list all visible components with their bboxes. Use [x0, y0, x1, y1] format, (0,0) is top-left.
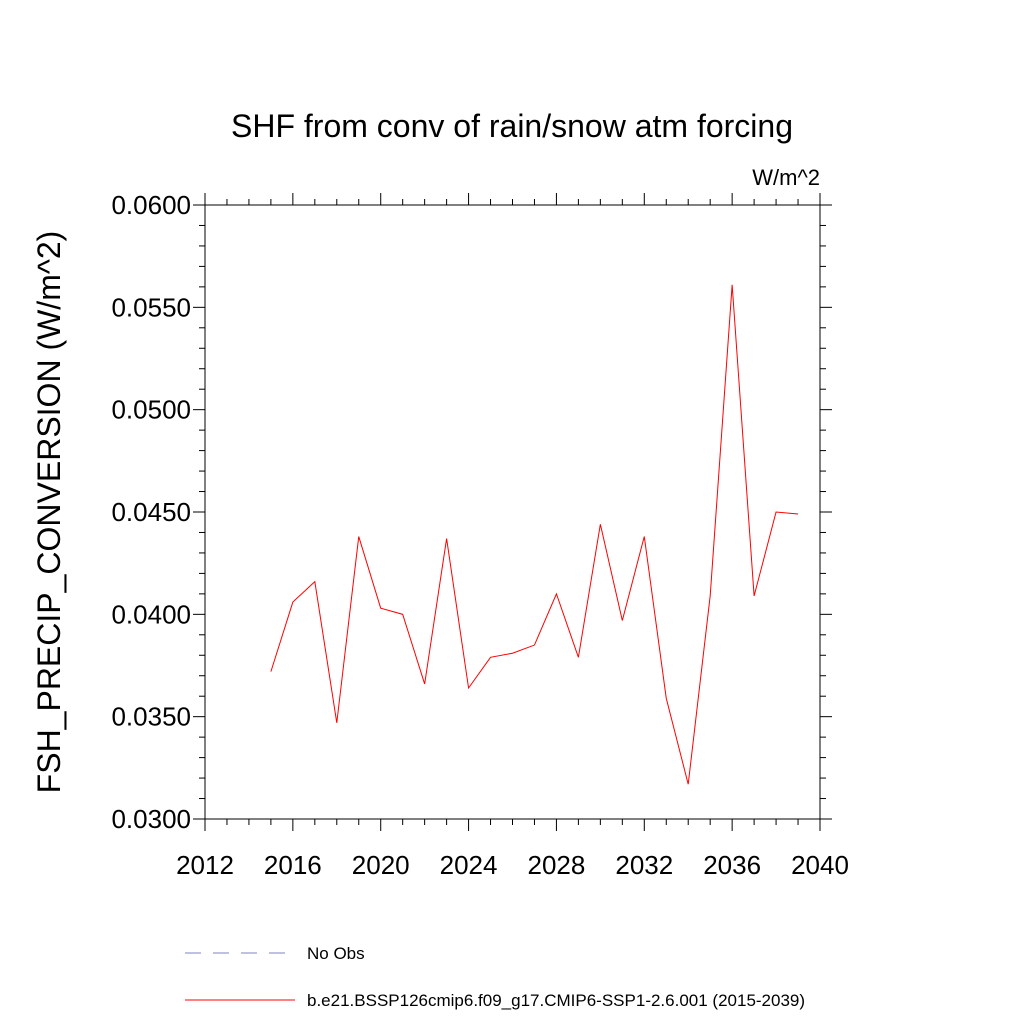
x-tick-label: 2012 [176, 850, 234, 880]
y-tick-label: 0.0600 [111, 190, 191, 220]
y-tick-label: 0.0450 [111, 497, 191, 527]
y-tick-label: 0.0350 [111, 702, 191, 732]
plot-frame [204, 204, 821, 820]
series-line [270, 284, 799, 785]
units-label: W/m^2 [752, 165, 820, 190]
x-tick-label: 2016 [264, 850, 322, 880]
legend-label: No Obs [307, 944, 365, 963]
chart-title: SHF from conv of rain/snow atm forcing [231, 108, 793, 144]
y-tick-label: 0.0400 [111, 599, 191, 629]
legend-label: b.e21.BSSP126cmip6.f09_g17.CMIP6-SSP1-2.… [307, 991, 805, 1010]
y-tick-label: 0.0500 [111, 395, 191, 425]
x-tick-label: 2032 [615, 850, 673, 880]
y-tick-label: 0.0550 [111, 292, 191, 322]
x-tick-label: 2020 [352, 850, 410, 880]
x-tick-label: 2040 [791, 850, 849, 880]
x-tick-label: 2036 [703, 850, 761, 880]
x-tick-label: 2024 [440, 850, 498, 880]
y-tick-label: 0.0300 [111, 804, 191, 834]
x-tick-label: 2028 [528, 850, 586, 880]
y-axis-label: FSH_PRECIP_CONVERSION (W/m^2) [31, 231, 67, 794]
